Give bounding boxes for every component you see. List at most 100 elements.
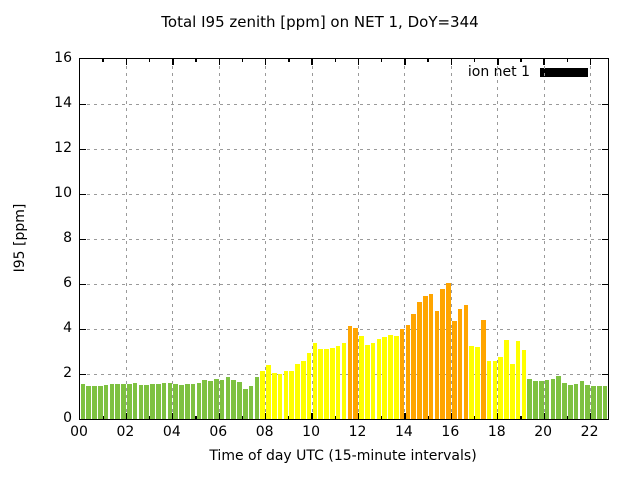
- bar: [393, 335, 399, 419]
- x-tick-mark: [125, 59, 128, 65]
- x-tick-label: 10: [302, 424, 320, 440]
- bar: [243, 388, 248, 419]
- bar: [132, 383, 138, 419]
- bar: [463, 305, 469, 419]
- y-tick-label: 10: [54, 185, 72, 201]
- bar: [533, 380, 538, 419]
- x-gridline: [358, 59, 359, 419]
- bar: [596, 386, 602, 419]
- bar: [562, 383, 567, 419]
- x-tick-mark: [497, 59, 499, 65]
- bar: [260, 370, 266, 419]
- y-tick-mark: [602, 148, 608, 150]
- y-gridline: [80, 148, 608, 150]
- bar: [347, 325, 353, 419]
- x-tick-label: 18: [487, 424, 506, 440]
- bar: [173, 384, 179, 419]
- bar: [225, 377, 231, 419]
- x-tick-mark: [520, 59, 522, 62]
- legend-swatch: [540, 67, 588, 77]
- x-tick-mark: [241, 59, 244, 62]
- x-tick-mark: [450, 59, 453, 65]
- bar: [324, 349, 329, 419]
- x-tick-mark: [566, 59, 569, 62]
- bar: [550, 378, 556, 419]
- bar: [509, 363, 515, 419]
- bar: [80, 384, 86, 419]
- bar: [538, 380, 544, 419]
- bar: [382, 336, 387, 419]
- bar: [376, 339, 382, 419]
- y-tick-label: 4: [63, 320, 72, 336]
- x-gridline: [172, 59, 174, 419]
- x-tick-mark: [334, 59, 337, 62]
- y-tick-mark: [80, 148, 86, 150]
- y-tick-label: 2: [63, 365, 72, 381]
- x-gridline: [265, 59, 267, 419]
- x-axis-label: Time of day UTC (15-minute intervals): [209, 448, 477, 464]
- legend: ion net 1: [468, 64, 588, 80]
- bar: [446, 282, 451, 419]
- bar: [312, 342, 318, 419]
- bar: [109, 384, 115, 419]
- bar: [283, 370, 289, 419]
- bar: [115, 384, 120, 419]
- bar: [573, 384, 579, 419]
- bar: [254, 377, 260, 419]
- x-tick-mark: [427, 416, 429, 419]
- bar: [266, 365, 271, 419]
- x-gridline: [125, 59, 127, 419]
- x-tick-mark: [148, 416, 151, 419]
- x-tick-mark: [172, 59, 174, 65]
- bar: [289, 370, 295, 419]
- y-axis-label: I95 [ppm]: [12, 203, 28, 273]
- x-tick-mark: [543, 413, 545, 419]
- bar: [567, 385, 573, 419]
- y-gridline: [80, 238, 608, 240]
- y-gridline: [80, 328, 608, 330]
- y-tick-label: 0: [63, 410, 72, 426]
- x-tick-label: 16: [441, 424, 460, 440]
- bar: [602, 386, 608, 419]
- y-tick-mark: [80, 238, 86, 240]
- bar: [214, 378, 219, 419]
- bar: [179, 385, 184, 419]
- bar: [544, 379, 550, 419]
- x-tick-mark: [497, 413, 499, 419]
- y-gridline: [80, 103, 608, 105]
- x-tick-mark: [288, 416, 290, 419]
- y-tick-label: 16: [54, 50, 72, 66]
- y-gridline: [80, 193, 608, 195]
- bar: [422, 296, 428, 419]
- x-tick-mark: [543, 59, 545, 65]
- x-gridline: [218, 59, 220, 419]
- x-tick-label: 12: [348, 424, 367, 440]
- y-tick-label: 14: [54, 95, 72, 111]
- bar: [86, 386, 91, 419]
- x-tick-mark: [589, 59, 592, 65]
- bar: [156, 384, 161, 419]
- x-tick-label: 06: [209, 424, 228, 440]
- x-tick-mark: [357, 413, 360, 419]
- bar: [451, 321, 457, 419]
- plot-area: ion net 1: [79, 58, 609, 420]
- bar: [579, 380, 585, 419]
- bar: [585, 385, 590, 419]
- bar: [330, 348, 335, 419]
- x-tick-label: 20: [534, 424, 553, 440]
- bar: [318, 349, 324, 419]
- x-tick-mark: [172, 413, 174, 419]
- bar: [306, 352, 312, 419]
- bar: [150, 384, 155, 419]
- x-tick-mark: [148, 59, 151, 62]
- bar: [359, 335, 364, 419]
- x-tick-label: 14: [395, 424, 413, 440]
- bar: [185, 384, 190, 419]
- y-tick-mark: [602, 238, 608, 240]
- bar: [103, 385, 109, 419]
- bar: [167, 383, 173, 419]
- bar: [196, 383, 202, 419]
- bar: [138, 385, 144, 419]
- x-tick-mark: [589, 413, 592, 419]
